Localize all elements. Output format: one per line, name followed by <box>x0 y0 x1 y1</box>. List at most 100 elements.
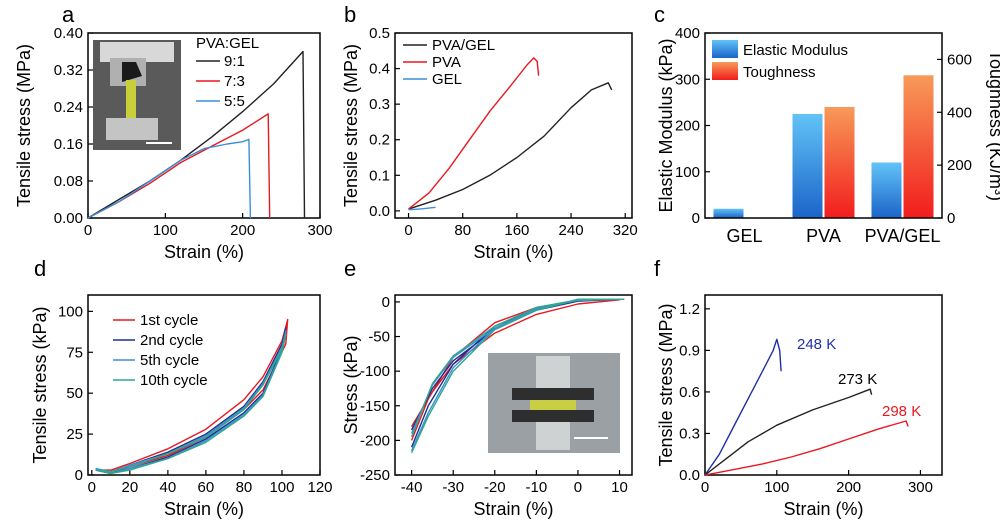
panel-f: f 0 100 200 300 0.0 0.3 0.6 0.9 1.2 Strain (%) Tens… <box>654 256 943 519</box>
y-axis-label: Stress (kPa) <box>341 335 361 434</box>
y-tick-label: 0.16 <box>54 136 83 153</box>
x-tick-label: 240 <box>559 222 584 239</box>
legend-label: Toughness <box>743 64 816 81</box>
series-line <box>408 82 613 210</box>
y-tick-label: 400 <box>675 25 700 42</box>
series-line <box>87 50 306 219</box>
x-tick-label: 0 <box>88 479 96 496</box>
panel-letter: e <box>344 256 356 281</box>
panel-a-frame <box>87 32 321 219</box>
y2-tick-label: 200 <box>947 157 972 174</box>
y-tick-label: 1.2 <box>679 301 700 318</box>
y-tick-label: 0.1 <box>369 167 390 184</box>
panel-letter: d <box>34 256 46 281</box>
x-tick-label: -40 <box>401 479 423 496</box>
legend-label: Elastic Modulus <box>743 42 848 59</box>
panel-letter: c <box>654 2 665 27</box>
series-line <box>95 318 289 475</box>
x-tick-label: 200 <box>836 479 861 496</box>
legend-label: PVA <box>432 54 461 71</box>
y-tick-label: 0.6 <box>679 384 700 401</box>
legend-label: 2nd cycle <box>140 332 203 349</box>
bar-toughness <box>824 107 855 218</box>
legend-label: PVA/GEL <box>432 37 495 54</box>
y-tick-label: 0 <box>692 210 700 227</box>
legend-label: 10th cycle <box>140 372 208 389</box>
x-tick-label: 120 <box>307 479 332 496</box>
y-tick-label: 100 <box>675 164 700 181</box>
legend-label: 5:5 <box>224 93 245 110</box>
y-tick-label: 0.5 <box>369 25 390 42</box>
y-axis-label: Tensile stress (MPa) <box>656 303 676 466</box>
photo-lower-plate <box>512 410 594 422</box>
x-tick-label: -20 <box>484 479 506 496</box>
legend-swatch <box>712 40 738 58</box>
x-tick-label: 100 <box>269 479 294 496</box>
inset-photo <box>488 353 620 453</box>
x-tick-label: 0 <box>701 479 709 496</box>
y-tick-label: 0 <box>75 467 83 484</box>
series-line <box>410 298 625 454</box>
category-label: GEL <box>726 226 762 246</box>
y-tick-label: 200 <box>675 118 700 135</box>
y-tick-label: 0.0 <box>679 467 700 484</box>
y-tick-label: 50 <box>66 385 83 402</box>
legend-label: 7:3 <box>224 73 245 90</box>
y2-tick-label: 400 <box>947 104 972 121</box>
panel-b: b 0 80 160 240 320 0.0 0.1 0.2 0.3 0.4 0.5 Strain (%… <box>341 2 638 262</box>
series-line <box>704 388 873 476</box>
panel-e: e-40 -30 -20 -10 0 100-50-100-150-200-250Stra… <box>341 256 633 519</box>
legend-label: 9:1 <box>224 53 245 70</box>
x-tick-label: 10 <box>611 479 628 496</box>
panel-letter: f <box>654 256 661 281</box>
y-tick-label: 0.3 <box>679 425 700 442</box>
x-axis-label: Strain (%) <box>473 499 553 519</box>
x-tick-label: 0 <box>84 222 92 239</box>
photo-upper-clamp <box>100 42 174 62</box>
legend-swatch <box>712 62 738 80</box>
category-label: PVA <box>806 226 841 246</box>
series-line <box>704 420 909 476</box>
y-tick-label: 100 <box>58 303 83 320</box>
series-line <box>408 57 540 210</box>
y-tick-label: 75 <box>66 344 83 361</box>
y-tick-label: -150 <box>360 398 390 415</box>
series-label: 273 K <box>838 371 877 388</box>
legend-label: 1st cycle <box>140 312 198 329</box>
x-tick-label: 0 <box>404 222 412 239</box>
panel-e-frame <box>394 294 633 476</box>
x-axis-label: Strain (%) <box>164 499 244 519</box>
y-tick-label: -100 <box>360 363 390 380</box>
y-tick-label: -250 <box>360 467 390 484</box>
y-tick-label: 0.3 <box>369 96 390 113</box>
panel-a: a 0 100 200 300 0.00 0.08 0.16 0.24 0.32 0.40 Strai… <box>14 2 333 262</box>
series-line <box>95 333 287 475</box>
y-tick-label: 25 <box>66 426 83 443</box>
series-line <box>704 338 782 476</box>
panel-d-frame <box>87 294 321 476</box>
y-axis-label: Tensile stress (kPa) <box>30 306 50 463</box>
panel-letter: b <box>344 2 356 27</box>
series-line <box>87 138 252 219</box>
y-tick-label: 0.08 <box>54 173 83 190</box>
y-tick-label: -200 <box>360 432 390 449</box>
photo-specimen <box>530 400 576 410</box>
photo-lower-clamp <box>106 118 158 140</box>
x-tick-label: 40 <box>160 479 177 496</box>
bar-elastic-modulus <box>871 162 902 218</box>
x-tick-label: 200 <box>230 222 255 239</box>
y-tick-label: -50 <box>368 329 390 346</box>
legend-label: GEL <box>432 71 462 88</box>
y2-axis-label: Toughness (KJ/m³) <box>986 50 1000 201</box>
series-line <box>408 206 436 211</box>
y-tick-label: 0.2 <box>369 132 390 149</box>
photo-upper-piston <box>536 356 570 388</box>
y-tick-label: 0.24 <box>54 99 83 116</box>
y-axis-label: Tensile stress (MPa) <box>14 44 34 207</box>
x-tick-label: 160 <box>504 222 529 239</box>
photo-upper-plate <box>512 388 594 400</box>
x-tick-label: 300 <box>307 222 332 239</box>
x-tick-label: 60 <box>198 479 215 496</box>
y-tick-label: 0.4 <box>369 61 390 78</box>
